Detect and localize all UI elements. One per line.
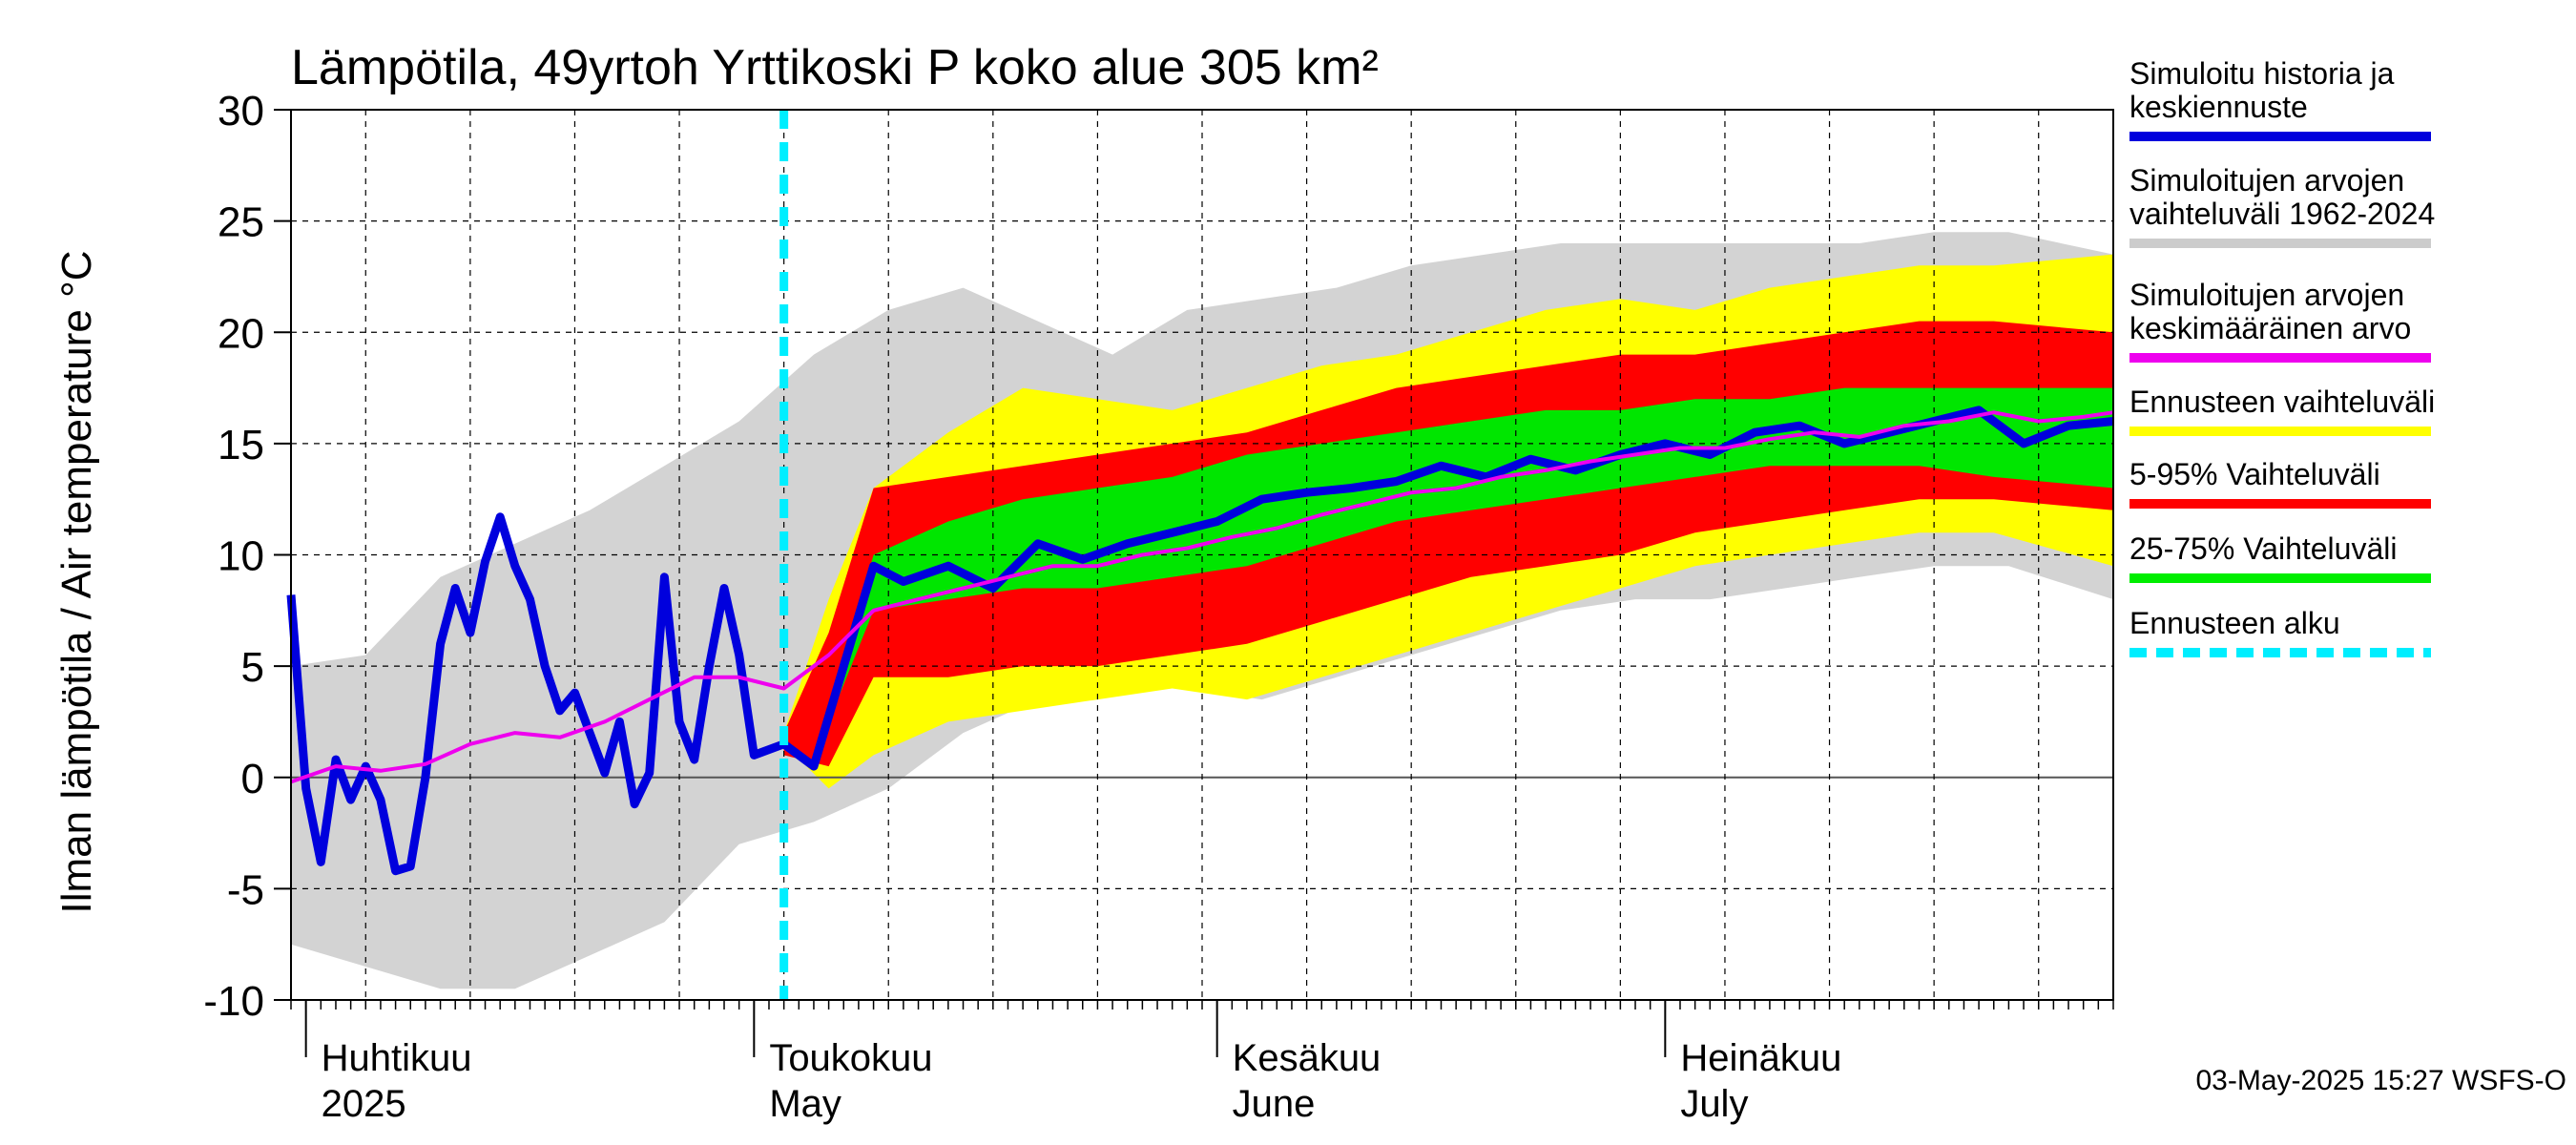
x-month-label: Toukokuu: [769, 1037, 932, 1079]
y-axis-label: Ilman lämpötila / Air temperature °C: [53, 251, 100, 914]
legend-label: keskiennuste: [2129, 90, 2308, 124]
plot-area: [286, 109, 2114, 1001]
x-month-sublabel: May: [769, 1083, 841, 1125]
y-tick-label: 0: [241, 756, 264, 802]
legend-label: Simuloitujen arvojen: [2129, 278, 2404, 312]
y-tick-label: 20: [218, 310, 264, 357]
legend-label: Simuloitujen arvojen: [2129, 163, 2404, 198]
grid-layer: [291, 110, 2113, 1000]
y-tick-label: -10: [203, 978, 264, 1025]
y-tick-label: 15: [218, 422, 264, 468]
series-layer: [286, 110, 2114, 1000]
y-tick-label: 10: [218, 533, 264, 580]
legend-label: keskimääräinen arvo: [2129, 311, 2411, 345]
legend-label: Simuloitu historia ja: [2129, 56, 2395, 91]
x-month-label: Heinäkuu: [1680, 1037, 1841, 1079]
x-month-sublabel: June: [1233, 1083, 1316, 1125]
chart-title: Lämpötila, 49yrtoh Yrttikoski P koko alu…: [291, 40, 1379, 95]
legend-label: 5-95% Vaihteluväli: [2129, 457, 2380, 491]
x-month-label: Huhtikuu: [322, 1037, 472, 1079]
y-tick-label: 25: [218, 199, 264, 246]
y-tick-label: 5: [241, 644, 264, 691]
x-month-sublabel: July: [1680, 1083, 1748, 1125]
y-tick-label: -5: [227, 866, 264, 913]
series-line-mean: [290, 410, 2114, 784]
timestamp: 03-May-2025 15:27 WSFS-O: [2196, 1065, 2567, 1096]
x-month-label: Kesäkuu: [1233, 1037, 1381, 1079]
band-layer: [291, 232, 2113, 989]
legend-label: Ennusteen vaihteluväli: [2129, 385, 2435, 419]
x-month-sublabel: 2025: [322, 1083, 406, 1125]
y-axis: 30 25 20 15 10 5 0 -5 -10: [203, 88, 291, 1025]
y-tick-label: 30: [218, 88, 264, 135]
legend-label: vaihteluväli 1962-2024: [2129, 197, 2435, 231]
series-line-sim: [286, 406, 2114, 876]
legend-label: 25-75% Vaihteluväli: [2129, 531, 2397, 566]
legend-label: Ennusteen alku: [2129, 606, 2340, 640]
